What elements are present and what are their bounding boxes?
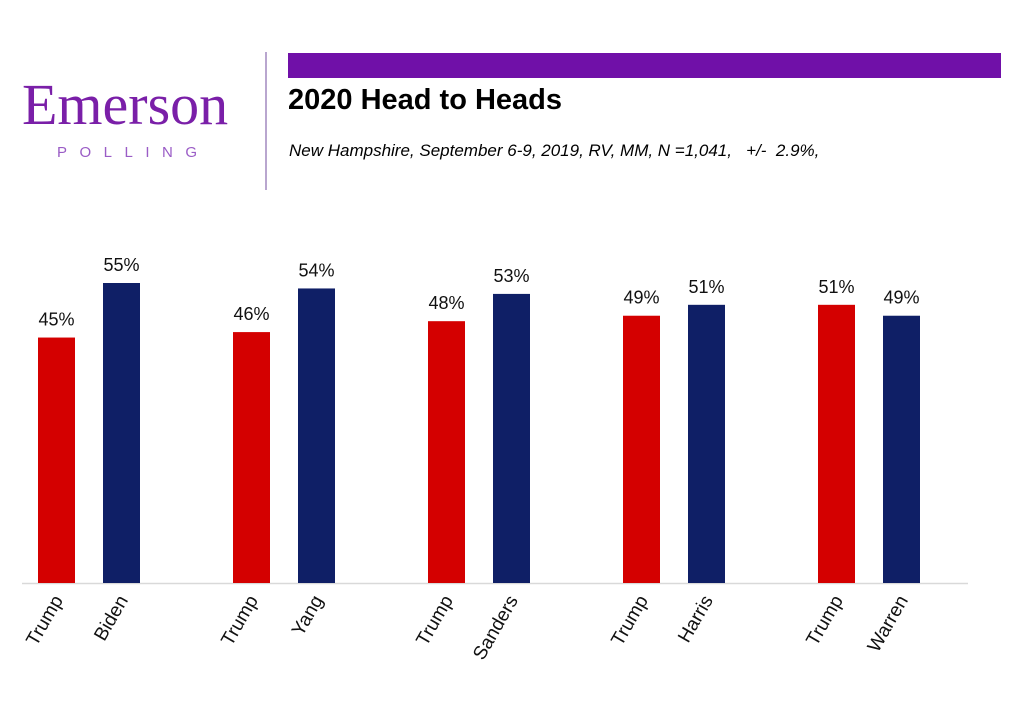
category-label-trump-3: Trump <box>413 592 458 649</box>
data-label-sanders-3: 53% <box>493 266 529 286</box>
bar-yang-2 <box>298 288 335 583</box>
title-accent-bar <box>288 53 1001 78</box>
category-label-sanders-3: Sanders <box>469 592 523 664</box>
data-label-trump-3: 48% <box>428 293 464 313</box>
category-label-warren-5: Warren <box>864 592 913 656</box>
data-label-trump-1: 45% <box>38 310 74 330</box>
bar-trump-2 <box>233 332 270 583</box>
bar-trump-1 <box>38 337 75 583</box>
category-label-trump-1: Trump <box>23 592 68 649</box>
data-label-warren-5: 49% <box>883 288 919 308</box>
data-label-harris-4: 51% <box>688 277 724 297</box>
bar-harris-4 <box>688 304 725 583</box>
bar-warren-5 <box>883 315 920 583</box>
chart-title: 2020 Head to Heads <box>288 84 563 116</box>
bar-trump-3 <box>428 321 465 583</box>
data-label-biden-1: 55% <box>103 255 139 275</box>
category-label-trump-5: Trump <box>803 592 848 649</box>
bar-sanders-3 <box>493 293 530 583</box>
data-label-trump-5: 51% <box>818 277 854 297</box>
category-label-yang-2: Yang <box>288 592 328 640</box>
category-label-biden-1: Biden <box>90 592 132 645</box>
data-label-trump-4: 49% <box>623 288 659 308</box>
bar-biden-1 <box>103 283 140 583</box>
category-label-trump-2: Trump <box>218 592 263 649</box>
category-label-harris-4: Harris <box>674 592 718 646</box>
bar-trump-5 <box>818 304 855 583</box>
chart-subtitle: New Hampshire, September 6-9, 2019, RV, … <box>289 141 820 160</box>
bars-layer: 45% Trump 55% Biden 46% Trump 54% Yang 48% Trump 5… <box>23 255 920 664</box>
brand-logo-wordmark: Emerson <box>22 72 229 137</box>
brand-logo-subtitle: POLLING <box>57 144 210 161</box>
bar-trump-4 <box>623 315 660 583</box>
header-divider <box>265 52 267 190</box>
data-label-yang-2: 54% <box>298 260 334 280</box>
data-label-trump-2: 46% <box>233 304 269 324</box>
category-label-trump-4: Trump <box>608 592 653 649</box>
